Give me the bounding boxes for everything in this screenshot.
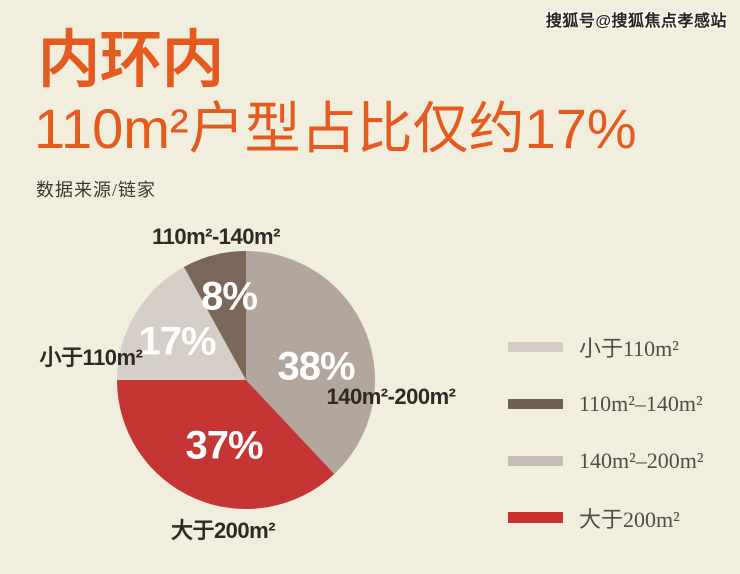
pie-label-over-200: 大于200m² — [170, 518, 276, 543]
legend-swatch-under-110 — [508, 341, 563, 352]
pie-value-110-140: 8% — [201, 274, 258, 319]
legend-item-110-140: 110m²–140m² — [508, 375, 703, 432]
legend-label-under-110: 小于110m² — [579, 335, 679, 361]
pie-slice-3 — [183, 251, 246, 380]
legend-label-110-140: 110m²–140m² — [579, 390, 703, 416]
pie-label-110-140: 110m²-140m² — [152, 224, 280, 249]
pie-value-over-200: 37% — [185, 423, 263, 468]
pie-value-140-200: 38% — [277, 344, 355, 389]
legend-swatch-140-200 — [508, 455, 563, 466]
page-subtitle: 110m²户型占比仅约17% — [34, 97, 637, 160]
pie-label-140-200: 140m²-200m² — [326, 384, 456, 409]
pie-value-under-110: 17% — [138, 319, 216, 364]
legend-swatch-110-140 — [508, 398, 563, 409]
legend: 小于110m² 110m²–140m² 140m²–200m² 大于200m² — [508, 318, 703, 546]
pie-slice-0 — [246, 251, 376, 475]
legend-item-under-110: 小于110m² — [508, 318, 703, 375]
legend-item-over-200: 大于200m² — [508, 489, 703, 546]
legend-item-140-200: 140m²–200m² — [508, 432, 703, 489]
legend-label-over-200: 大于200m² — [579, 506, 680, 532]
pie-slice-2 — [117, 266, 246, 380]
watermark: 搜狐号@搜狐焦点孝感站 — [545, 13, 727, 30]
pie-slice-1 — [116, 380, 335, 510]
page-title: 内环内 — [38, 26, 225, 95]
data-source-label: 数据来源/链家 — [36, 180, 157, 200]
legend-label-140-200: 140m²–200m² — [579, 447, 704, 473]
pie-label-under-110: 小于110m² — [39, 345, 143, 370]
legend-swatch-over-200 — [508, 512, 563, 523]
